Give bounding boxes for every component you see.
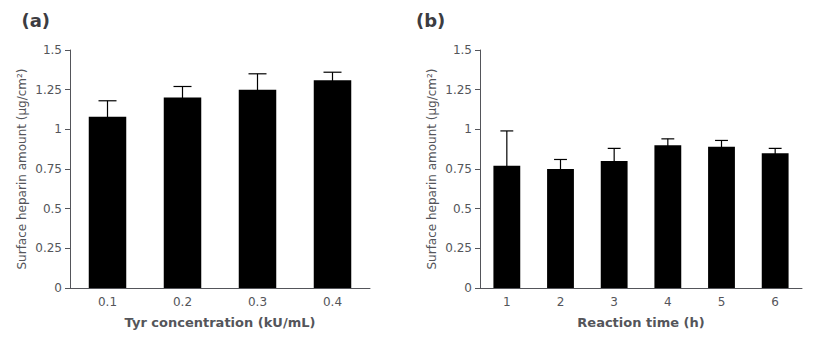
svg-text:5: 5 — [718, 295, 726, 309]
svg-text:0.25: 0.25 — [445, 241, 472, 255]
svg-text:0.3: 0.3 — [248, 295, 267, 309]
svg-text:1.25: 1.25 — [35, 83, 62, 97]
svg-text:1.5: 1.5 — [43, 43, 62, 57]
svg-text:1.5: 1.5 — [453, 43, 472, 57]
svg-text:0.75: 0.75 — [35, 162, 62, 176]
svg-text:4: 4 — [664, 295, 672, 309]
svg-text:0.4: 0.4 — [323, 295, 342, 309]
svg-text:6: 6 — [771, 295, 779, 309]
svg-text:1: 1 — [464, 122, 472, 136]
svg-text:Surface heparin amount (μg/cm²: Surface heparin amount (μg/cm²) — [425, 68, 439, 269]
svg-text:1: 1 — [503, 295, 511, 309]
svg-text:Reaction time (h): Reaction time (h) — [577, 315, 704, 330]
svg-text:Tyr concentration (kU/mL): Tyr concentration (kU/mL) — [125, 315, 316, 330]
svg-text:(b): (b) — [416, 10, 445, 31]
svg-text:3: 3 — [610, 295, 618, 309]
svg-text:0: 0 — [464, 281, 472, 295]
svg-text:0.2: 0.2 — [173, 295, 192, 309]
svg-text:1: 1 — [54, 122, 62, 136]
svg-text:Surface heparin amount (μg/cm²: Surface heparin amount (μg/cm²) — [15, 68, 29, 269]
svg-text:(a): (a) — [21, 10, 50, 31]
svg-text:0.5: 0.5 — [453, 202, 472, 216]
svg-text:0.25: 0.25 — [35, 241, 62, 255]
svg-text:2: 2 — [557, 295, 565, 309]
svg-text:0.5: 0.5 — [43, 202, 62, 216]
svg-text:0: 0 — [54, 281, 62, 295]
svg-text:1.25: 1.25 — [445, 83, 472, 97]
svg-text:0.1: 0.1 — [98, 295, 117, 309]
svg-text:0.75: 0.75 — [445, 162, 472, 176]
